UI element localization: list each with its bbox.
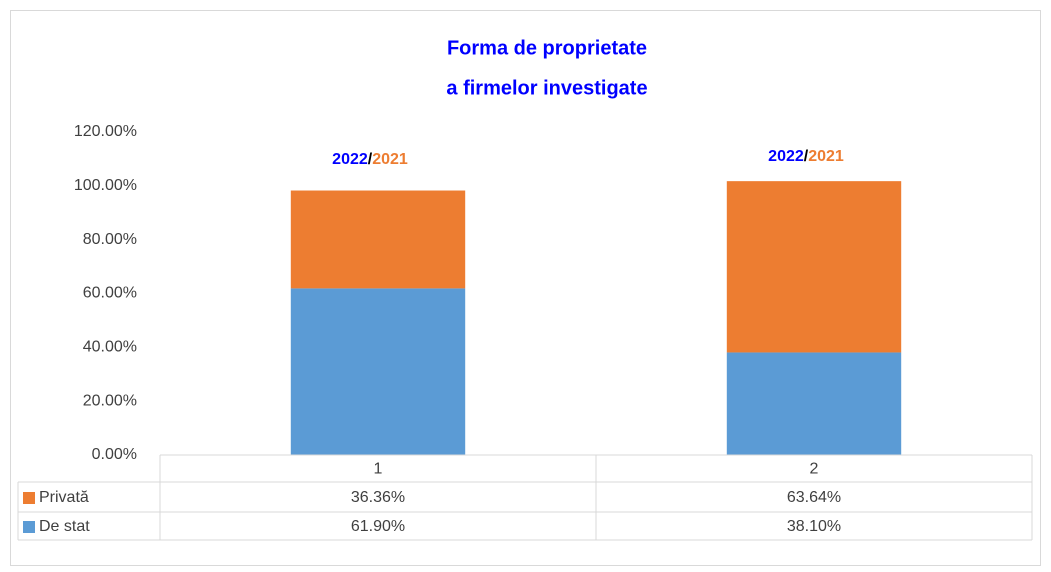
y-tick-label: 80.00%	[83, 231, 137, 248]
data-label: 61.90%	[351, 518, 405, 535]
legend-label: Privată	[39, 489, 89, 506]
annotation-part: /	[368, 151, 373, 168]
legend-swatch	[23, 492, 35, 504]
chart-title: a firmelor investigate	[446, 77, 647, 99]
legend-label: De stat	[39, 518, 90, 535]
y-tick-label: 100.00%	[74, 177, 137, 194]
x-tick-label: 1	[374, 461, 383, 478]
bar-segment	[726, 181, 902, 353]
annotation-part: 2021	[808, 148, 844, 165]
bar-segment	[290, 190, 466, 289]
annotation: 2022/2021	[332, 151, 408, 168]
y-tick-label: 40.00%	[83, 339, 137, 356]
y-tick-label: 60.00%	[83, 285, 137, 302]
annotation-part: /	[804, 148, 809, 165]
y-tick-label: 120.00%	[74, 123, 137, 140]
chart-title: Forma de proprietate	[447, 37, 647, 59]
bar-segment	[726, 352, 902, 455]
bar-segment	[290, 288, 466, 455]
y-tick-label: 20.00%	[83, 392, 137, 409]
data-label: 36.36%	[351, 489, 405, 506]
x-tick-label: 2	[810, 461, 819, 478]
data-label: 38.10%	[787, 518, 841, 535]
annotation-part: 2022	[768, 148, 804, 165]
data-label: 63.64%	[787, 489, 841, 506]
annotation-part: 2022	[332, 151, 368, 168]
annotation-part: 2021	[372, 151, 408, 168]
annotation: 2022/2021	[768, 148, 844, 165]
y-tick-label: 0.00%	[92, 446, 137, 463]
legend-swatch	[23, 521, 35, 533]
